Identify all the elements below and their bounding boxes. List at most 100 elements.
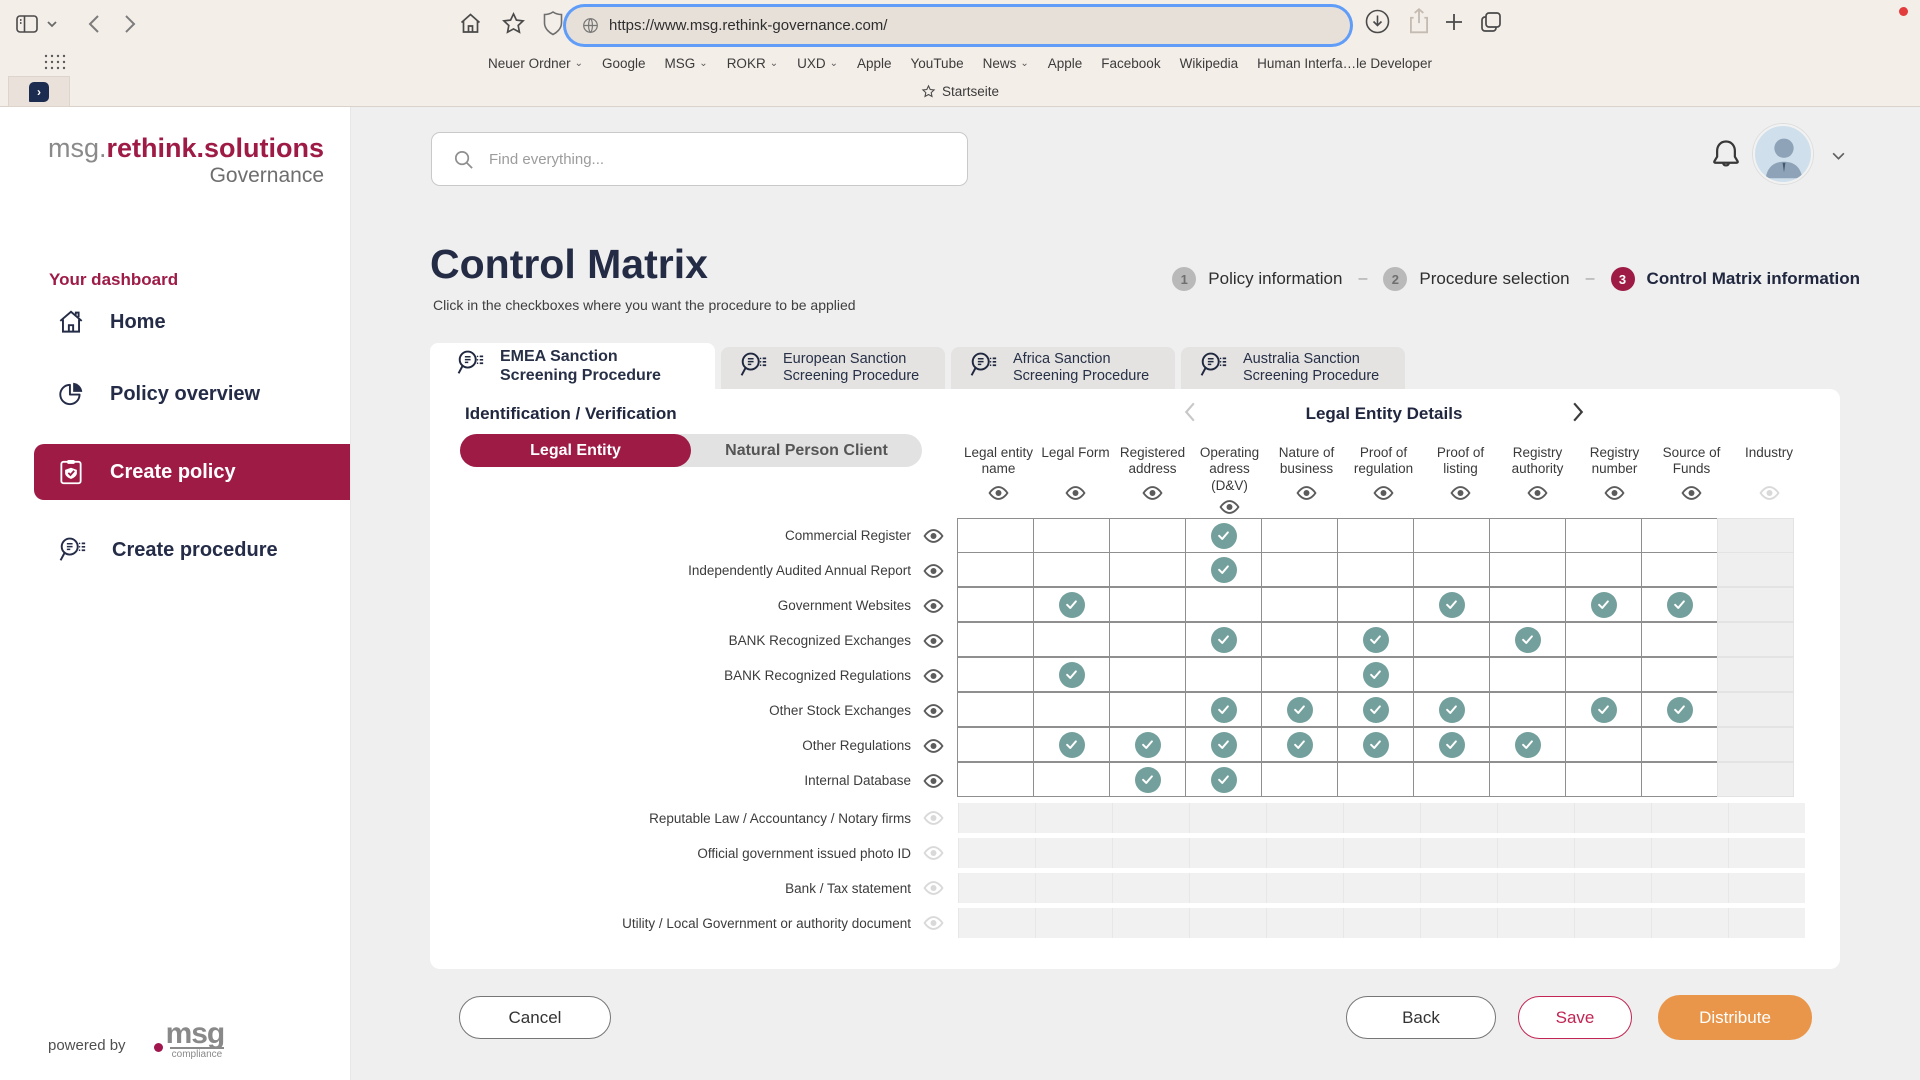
distribute-button[interactable]: Distribute [1658,995,1812,1040]
matrix-cell[interactable] [1565,622,1642,657]
visibility-eye-icon[interactable] [923,528,944,543]
bookmark-item-facebook[interactable]: Facebook [1101,56,1160,71]
visibility-eye-icon[interactable] [1527,486,1548,500]
bookmark-item-apple[interactable]: Apple [857,56,892,71]
matrix-cell[interactable] [1565,727,1642,762]
favorites-row[interactable]: Startseite [0,76,1920,106]
matrix-cell[interactable] [1413,587,1490,622]
share-icon[interactable] [1406,7,1432,35]
visibility-eye-icon[interactable] [1296,486,1317,500]
visibility-eye-icon[interactable] [1219,500,1240,515]
matrix-cell[interactable] [1033,727,1110,762]
visibility-eye-icon[interactable] [1604,486,1625,500]
visibility-eye-icon[interactable] [1142,486,1163,500]
matrix-cell[interactable] [1109,727,1186,762]
url-bar[interactable]: https://www.msg.rethink-governance.com/ [566,7,1350,44]
matrix-cell[interactable] [1641,727,1718,762]
matrix-cell[interactable] [1033,552,1110,587]
matrix-cell[interactable] [1185,692,1262,727]
visibility-eye-icon[interactable] [1065,486,1086,500]
matrix-cell[interactable] [1641,518,1718,553]
matrix-cell[interactable] [1413,692,1490,727]
matrix-cell[interactable] [957,762,1034,797]
toolbar-chevron-down-icon[interactable] [46,18,58,30]
matrix-cell[interactable] [1565,552,1642,587]
matrix-cell[interactable] [1185,552,1262,587]
matrix-cell[interactable] [1413,622,1490,657]
matrix-cell[interactable] [957,727,1034,762]
matrix-cell[interactable] [1109,762,1186,797]
matrix-cell[interactable] [1109,587,1186,622]
sidebar-item-create-procedure[interactable]: Create procedure [0,528,350,572]
matrix-cell[interactable] [1185,518,1262,553]
bookmark-item-google[interactable]: Google [602,56,646,71]
tab-overview-icon[interactable] [1478,9,1504,35]
visibility-eye-icon[interactable] [923,563,944,578]
matrix-cell[interactable] [1261,587,1338,622]
visibility-eye-icon[interactable] [1681,486,1702,500]
bookmark-item-uxd[interactable]: UXD ⌄ [797,56,838,71]
matrix-cell[interactable] [1413,518,1490,553]
bookmark-item-msg[interactable]: MSG ⌄ [665,56,708,71]
visibility-eye-icon[interactable] [923,773,944,788]
matrix-cell[interactable] [957,552,1034,587]
matrix-cell[interactable] [1261,552,1338,587]
matrix-cell[interactable] [1337,622,1414,657]
matrix-cell[interactable] [1261,518,1338,553]
matrix-cell[interactable] [1337,518,1414,553]
matrix-cell[interactable] [1261,727,1338,762]
matrix-cell[interactable] [1185,657,1262,692]
matrix-cell[interactable] [1641,622,1718,657]
matrix-cell[interactable] [1109,552,1186,587]
matrix-cell[interactable] [1185,622,1262,657]
profile-chevron-down-icon[interactable] [1831,149,1846,167]
matrix-cell[interactable] [1261,657,1338,692]
matrix-cell[interactable] [1109,692,1186,727]
matrix-cell[interactable] [1337,727,1414,762]
matrix-cell[interactable] [1489,518,1566,553]
matrix-cell[interactable] [1641,692,1718,727]
matrix-cell[interactable] [1185,587,1262,622]
matrix-cell[interactable] [1489,552,1566,587]
matrix-cell[interactable] [1033,692,1110,727]
visibility-eye-icon[interactable] [1373,486,1394,500]
matrix-cell[interactable] [1413,762,1490,797]
sidebar-item-home[interactable]: Home [0,300,350,344]
cancel-button[interactable]: Cancel [459,996,611,1039]
matrix-cell[interactable] [1109,622,1186,657]
matrix-cell[interactable] [1185,762,1262,797]
bookmark-item-youtube[interactable]: YouTube [911,56,964,71]
matrix-cell[interactable] [1033,657,1110,692]
matrix-cell[interactable] [1489,622,1566,657]
matrix-cell[interactable] [1033,587,1110,622]
matrix-cell[interactable] [1033,518,1110,553]
tab-european-sanction-screening-procedure[interactable]: European Sanction Screening Procedure [721,347,945,389]
tab-emea-sanction-screening-procedure[interactable]: EMEA Sanction Screening Procedure [430,343,715,389]
visibility-eye-icon[interactable] [923,668,944,683]
bookmark-item-wikipedia[interactable]: Wikipedia [1180,56,1239,71]
visibility-eye-icon[interactable] [988,486,1009,500]
matrix-cell[interactable] [1641,657,1718,692]
save-button[interactable]: Save [1518,996,1632,1039]
matrix-cell[interactable] [1261,762,1338,797]
bookmark-star-icon[interactable] [501,11,526,36]
matrix-cell[interactable] [1641,587,1718,622]
matrix-cell[interactable] [1109,657,1186,692]
matrix-cell[interactable] [1337,552,1414,587]
user-avatar[interactable] [1753,124,1813,184]
matrix-cell[interactable] [1413,727,1490,762]
visibility-eye-icon[interactable] [923,598,944,613]
bookmark-item-neuer-ordner[interactable]: Neuer Ordner ⌄ [488,56,583,71]
home-icon[interactable] [458,11,483,36]
pinned-tab[interactable]: › [8,76,70,107]
matrix-cell[interactable] [1565,692,1642,727]
carousel-prev-icon[interactable] [1183,401,1196,426]
matrix-cell[interactable] [1489,657,1566,692]
matrix-cell[interactable] [1489,727,1566,762]
matrix-cell[interactable] [1565,587,1642,622]
matrix-cell[interactable] [1261,622,1338,657]
privacy-shield-icon[interactable] [542,10,564,36]
matrix-cell[interactable] [1413,657,1490,692]
bookmark-item-apple[interactable]: Apple [1048,56,1083,71]
back-button[interactable]: Back [1346,996,1496,1039]
